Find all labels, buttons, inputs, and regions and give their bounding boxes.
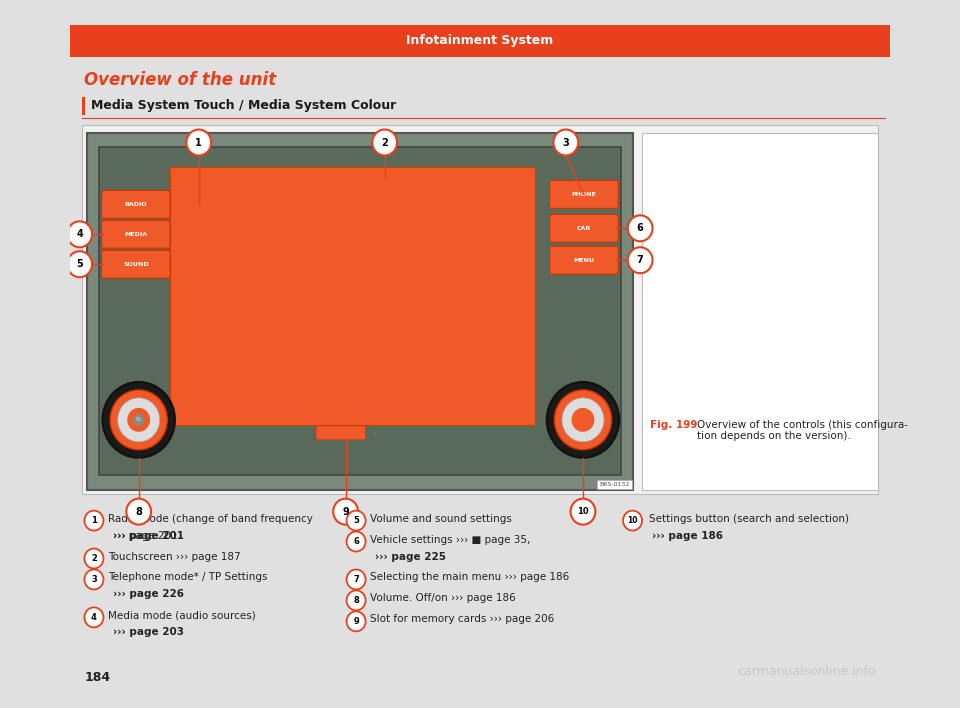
Text: BRS-0132: BRS-0132 <box>599 481 630 486</box>
Text: Volume and sound settings: Volume and sound settings <box>371 513 513 524</box>
Text: 3: 3 <box>563 137 569 147</box>
Text: 3: 3 <box>91 575 97 584</box>
Text: ››› page 201: ››› page 201 <box>113 530 184 541</box>
Text: CAR: CAR <box>577 226 591 231</box>
Circle shape <box>372 130 397 156</box>
Circle shape <box>67 251 92 278</box>
Text: PHONE: PHONE <box>571 192 596 197</box>
Circle shape <box>110 390 167 450</box>
Text: ››› page 201: ››› page 201 <box>113 530 178 541</box>
Circle shape <box>547 382 619 458</box>
Circle shape <box>562 398 604 442</box>
Text: Selecting the main menu ››› page 186: Selecting the main menu ››› page 186 <box>371 573 569 583</box>
FancyBboxPatch shape <box>316 426 366 440</box>
FancyBboxPatch shape <box>549 181 618 208</box>
Text: Fig. 199: Fig. 199 <box>650 420 697 430</box>
Text: Touchscreen ››› page 187: Touchscreen ››› page 187 <box>108 552 241 561</box>
Circle shape <box>347 612 366 632</box>
Circle shape <box>628 215 653 241</box>
Text: 4: 4 <box>76 229 83 239</box>
FancyBboxPatch shape <box>82 96 85 115</box>
FancyBboxPatch shape <box>82 125 878 493</box>
Circle shape <box>623 510 642 530</box>
Text: RADIO: RADIO <box>125 202 147 207</box>
Text: carmanualsonline.info: carmanualsonline.info <box>737 666 876 678</box>
Text: Vehicle settings ››› ■ page 35,: Vehicle settings ››› ■ page 35, <box>371 535 531 544</box>
Circle shape <box>347 532 366 552</box>
Circle shape <box>570 498 595 525</box>
Circle shape <box>84 569 104 590</box>
Text: 7: 7 <box>636 255 643 266</box>
Circle shape <box>84 607 104 627</box>
Text: Radio Mode (change of band frequency: Radio Mode (change of band frequency <box>108 513 313 524</box>
Text: 5: 5 <box>353 516 359 525</box>
FancyBboxPatch shape <box>549 246 618 274</box>
Circle shape <box>84 510 104 530</box>
FancyBboxPatch shape <box>549 215 618 242</box>
Text: 9: 9 <box>353 617 359 626</box>
Text: 2: 2 <box>91 554 97 563</box>
Circle shape <box>67 222 92 247</box>
Text: MENU: MENU <box>573 258 594 263</box>
Text: S: S <box>372 430 376 436</box>
Text: 4: 4 <box>91 613 97 622</box>
Text: ››› page 225: ››› page 225 <box>375 552 446 561</box>
FancyBboxPatch shape <box>642 132 878 490</box>
Text: Infotainment System: Infotainment System <box>406 34 554 47</box>
Text: 6: 6 <box>636 223 643 234</box>
Text: Telephone mode* / TP Settings: Telephone mode* / TP Settings <box>108 573 268 583</box>
Text: Overview of the unit: Overview of the unit <box>84 71 276 88</box>
FancyBboxPatch shape <box>102 220 170 249</box>
Text: Media mode (audio sources): Media mode (audio sources) <box>108 610 256 620</box>
Circle shape <box>347 510 366 530</box>
Text: Slot for memory cards ››› page 206: Slot for memory cards ››› page 206 <box>371 615 555 624</box>
Circle shape <box>347 590 366 610</box>
Text: Settings button (search and selection): Settings button (search and selection) <box>649 513 849 524</box>
Text: ᴓ: ᴓ <box>136 417 141 423</box>
FancyBboxPatch shape <box>170 168 536 425</box>
Text: ››› page 226: ››› page 226 <box>113 590 184 600</box>
Text: ››› page 186: ››› page 186 <box>652 530 723 541</box>
Circle shape <box>186 130 211 156</box>
FancyBboxPatch shape <box>102 190 170 218</box>
Text: 6: 6 <box>353 537 359 546</box>
Text: 5: 5 <box>76 259 83 269</box>
Circle shape <box>347 569 366 590</box>
Text: 2: 2 <box>381 137 388 147</box>
Circle shape <box>133 414 144 426</box>
Circle shape <box>84 549 104 569</box>
FancyBboxPatch shape <box>99 147 621 475</box>
Text: 10: 10 <box>577 507 588 516</box>
Text: 9: 9 <box>342 507 348 517</box>
Text: 7: 7 <box>353 575 359 584</box>
Circle shape <box>571 408 594 432</box>
Text: ››› page 203: ››› page 203 <box>113 627 184 637</box>
FancyBboxPatch shape <box>70 25 890 57</box>
Text: 10: 10 <box>627 516 637 525</box>
Text: SOUND: SOUND <box>123 262 149 267</box>
Text: 1: 1 <box>196 137 203 147</box>
Circle shape <box>103 382 175 458</box>
Circle shape <box>127 498 151 525</box>
Circle shape <box>118 398 159 442</box>
Text: MEDIA: MEDIA <box>124 232 148 236</box>
Text: 184: 184 <box>84 671 110 684</box>
Text: Volume. Off/on ››› page 186: Volume. Off/on ››› page 186 <box>371 593 516 603</box>
Text: Overview of the controls (this configura-
tion depends on the version).: Overview of the controls (this configura… <box>697 420 908 442</box>
Circle shape <box>333 498 358 525</box>
Circle shape <box>128 408 150 432</box>
FancyBboxPatch shape <box>102 250 170 278</box>
Text: 1: 1 <box>91 516 97 525</box>
Circle shape <box>553 130 578 156</box>
Circle shape <box>554 390 612 450</box>
Text: 8: 8 <box>135 507 142 517</box>
Text: Media System Touch / Media System Colour: Media System Touch / Media System Colour <box>91 99 396 112</box>
Text: 8: 8 <box>353 596 359 605</box>
FancyBboxPatch shape <box>87 132 633 490</box>
Circle shape <box>628 247 653 273</box>
